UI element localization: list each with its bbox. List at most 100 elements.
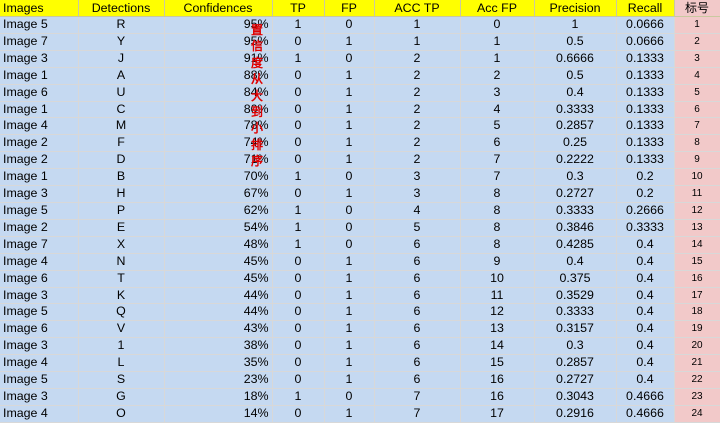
cell-recall[interactable]: 0.1333 [616, 50, 675, 68]
cell-confidence[interactable]: 18% [164, 388, 273, 406]
cell-acc-fp[interactable]: 17 [460, 405, 535, 423]
cell-label-number[interactable]: 23 [674, 388, 720, 406]
cell-tp[interactable]: 0 [272, 337, 325, 356]
cell-image[interactable]: Image 5 [0, 303, 79, 322]
cell-precision[interactable]: 0.2857 [534, 354, 617, 373]
cell-tp[interactable]: 1 [272, 202, 325, 220]
cell-precision[interactable]: 0.375 [534, 270, 617, 288]
cell-acc-tp[interactable]: 2 [374, 151, 461, 170]
cell-detection[interactable]: S [78, 371, 165, 389]
cell-acc-tp[interactable]: 6 [374, 236, 461, 254]
cell-precision[interactable]: 0.3333 [534, 101, 617, 119]
cell-image[interactable]: Image 2 [0, 151, 79, 170]
cell-tp[interactable]: 0 [272, 134, 325, 153]
cell-detection[interactable]: D [78, 151, 165, 170]
cell-precision[interactable]: 0.3043 [534, 388, 617, 406]
cell-acc-fp[interactable]: 12 [460, 303, 535, 322]
cell-recall[interactable]: 0.3333 [616, 219, 675, 237]
cell-fp[interactable]: 1 [324, 287, 375, 305]
cell-recall[interactable]: 0.2666 [616, 202, 675, 220]
cell-precision[interactable]: 0.3 [534, 337, 617, 356]
cell-recall[interactable]: 0.4 [616, 253, 675, 271]
cell-acc-fp[interactable]: 1 [460, 33, 535, 51]
cell-recall[interactable]: 0.4 [616, 287, 675, 305]
cell-fp[interactable]: 0 [324, 50, 375, 68]
cell-tp[interactable]: 0 [272, 253, 325, 271]
cell-precision[interactable]: 0.3333 [534, 303, 617, 322]
cell-fp[interactable]: 0 [324, 388, 375, 406]
cell-fp[interactable]: 1 [324, 151, 375, 170]
header-fp[interactable]: FP [324, 0, 375, 17]
cell-precision[interactable]: 0.3529 [534, 287, 617, 305]
cell-fp[interactable]: 1 [324, 303, 375, 322]
header-confidences[interactable]: Confidences [164, 0, 273, 17]
cell-label-number[interactable]: 2 [674, 33, 720, 51]
cell-confidence[interactable]: 38% [164, 337, 273, 356]
cell-recall[interactable]: 0.1333 [616, 151, 675, 170]
cell-fp[interactable]: 0 [324, 16, 375, 34]
cell-confidence[interactable]: 67% [164, 185, 273, 203]
cell-fp[interactable]: 1 [324, 67, 375, 85]
cell-detection[interactable]: H [78, 185, 165, 203]
cell-acc-fp[interactable]: 13 [460, 320, 535, 339]
cell-tp[interactable]: 0 [272, 303, 325, 322]
cell-recall[interactable]: 0.4 [616, 371, 675, 389]
cell-precision[interactable]: 0.25 [534, 134, 617, 153]
cell-label-number[interactable]: 6 [674, 101, 720, 119]
header-images[interactable]: Images [0, 0, 79, 17]
cell-recall[interactable]: 0.4 [616, 270, 675, 288]
cell-confidence[interactable]: 45% [164, 270, 273, 288]
cell-tp[interactable]: 1 [272, 388, 325, 406]
cell-acc-fp[interactable]: 6 [460, 134, 535, 153]
cell-image[interactable]: Image 3 [0, 388, 79, 406]
cell-confidence[interactable]: 44% [164, 303, 273, 322]
cell-detection[interactable]: R [78, 16, 165, 34]
cell-detection[interactable]: G [78, 388, 165, 406]
cell-acc-fp[interactable]: 2 [460, 67, 535, 85]
header-detections[interactable]: Detections [78, 0, 165, 17]
cell-recall[interactable]: 0.4 [616, 337, 675, 356]
cell-acc-tp[interactable]: 2 [374, 84, 461, 102]
cell-label-number[interactable]: 18 [674, 303, 720, 322]
cell-tp[interactable]: 0 [272, 185, 325, 203]
cell-image[interactable]: Image 1 [0, 67, 79, 85]
cell-tp[interactable]: 0 [272, 101, 325, 119]
cell-precision[interactable]: 0.4 [534, 84, 617, 102]
cell-confidence[interactable]: 95% [164, 16, 273, 34]
cell-fp[interactable]: 0 [324, 219, 375, 237]
cell-detection[interactable]: M [78, 117, 165, 136]
cell-confidence[interactable]: 23% [164, 371, 273, 389]
cell-confidence[interactable]: 35% [164, 354, 273, 373]
cell-precision[interactable]: 0.2727 [534, 185, 617, 203]
cell-detection[interactable]: A [78, 67, 165, 85]
cell-acc-tp[interactable]: 2 [374, 67, 461, 85]
cell-label-number[interactable]: 16 [674, 270, 720, 288]
cell-image[interactable]: Image 5 [0, 371, 79, 389]
cell-confidence[interactable]: 88% [164, 67, 273, 85]
cell-fp[interactable]: 1 [324, 253, 375, 271]
cell-fp[interactable]: 1 [324, 354, 375, 373]
cell-tp[interactable]: 1 [272, 236, 325, 254]
cell-image[interactable]: Image 5 [0, 16, 79, 34]
cell-recall[interactable]: 0.4 [616, 236, 675, 254]
cell-acc-tp[interactable]: 6 [374, 320, 461, 339]
cell-detection[interactable]: P [78, 202, 165, 220]
cell-tp[interactable]: 0 [272, 270, 325, 288]
cell-recall[interactable]: 0.4 [616, 354, 675, 373]
cell-fp[interactable]: 1 [324, 134, 375, 153]
cell-fp[interactable]: 1 [324, 337, 375, 356]
cell-detection[interactable]: L [78, 354, 165, 373]
cell-fp[interactable]: 0 [324, 202, 375, 220]
cell-acc-tp[interactable]: 7 [374, 405, 461, 423]
cell-acc-tp[interactable]: 6 [374, 287, 461, 305]
cell-confidence[interactable]: 71% [164, 151, 273, 170]
cell-tp[interactable]: 0 [272, 117, 325, 136]
cell-acc-fp[interactable]: 0 [460, 16, 535, 34]
cell-precision[interactable]: 0.6666 [534, 50, 617, 68]
header-acc-fp[interactable]: Acc FP [460, 0, 535, 17]
cell-label-number[interactable]: 1 [674, 16, 720, 34]
cell-image[interactable]: Image 6 [0, 270, 79, 288]
cell-confidence[interactable]: 84% [164, 84, 273, 102]
cell-fp[interactable]: 1 [324, 320, 375, 339]
cell-precision[interactable]: 0.3 [534, 168, 617, 187]
